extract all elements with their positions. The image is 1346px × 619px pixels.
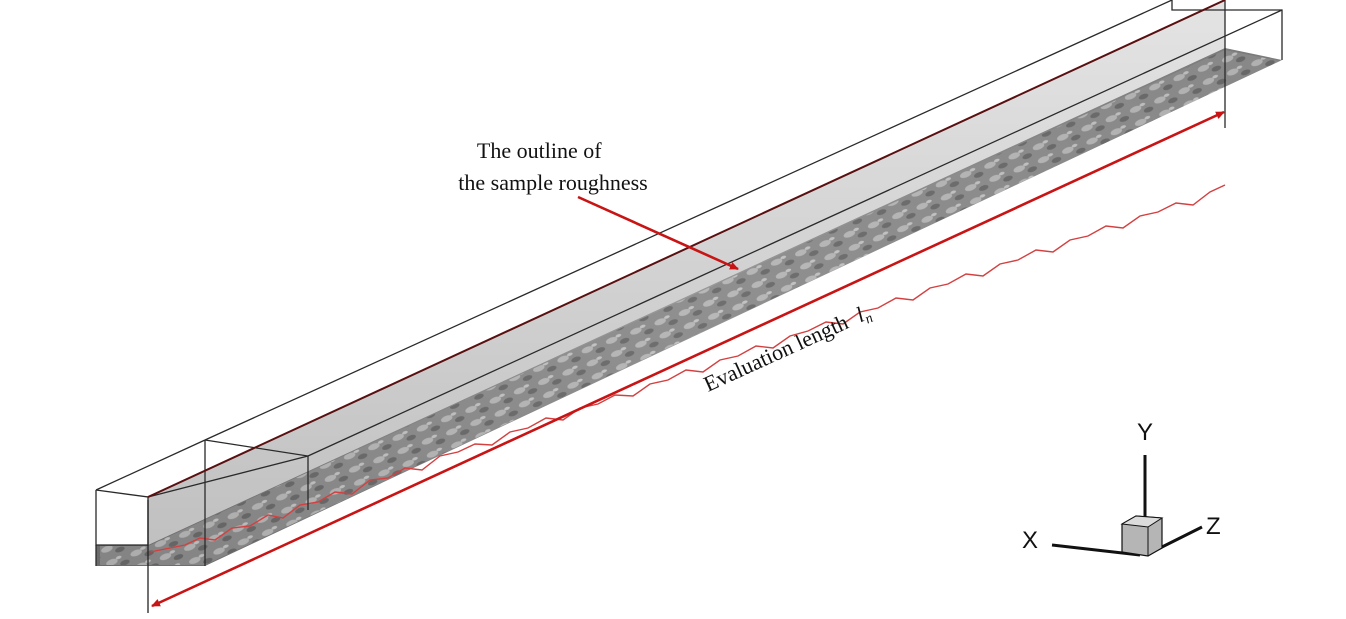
outline-label-line1: The outline bbox=[477, 138, 578, 163]
rough-surface-texture bbox=[100, 50, 1280, 565]
evaluation-length-arrow bbox=[151, 110, 1225, 608]
outline-label: The outline of the sample roughness bbox=[458, 138, 647, 195]
z-axis-label: Z bbox=[1206, 513, 1221, 540]
back-wall bbox=[148, 0, 1225, 545]
outline-pointer-arrow bbox=[577, 195, 739, 271]
x-axis-line bbox=[1051, 543, 1141, 557]
back-wall-top-edge bbox=[147, 0, 1226, 498]
outline-label-of: of bbox=[583, 138, 602, 163]
axis-origin-cube bbox=[1120, 515, 1164, 557]
y-axis-label: Y bbox=[1137, 419, 1153, 446]
outline-label-line2: the sample roughness bbox=[458, 170, 647, 195]
axis-triad: Y X Z bbox=[1022, 419, 1221, 557]
x-axis-label: X bbox=[1022, 527, 1038, 554]
